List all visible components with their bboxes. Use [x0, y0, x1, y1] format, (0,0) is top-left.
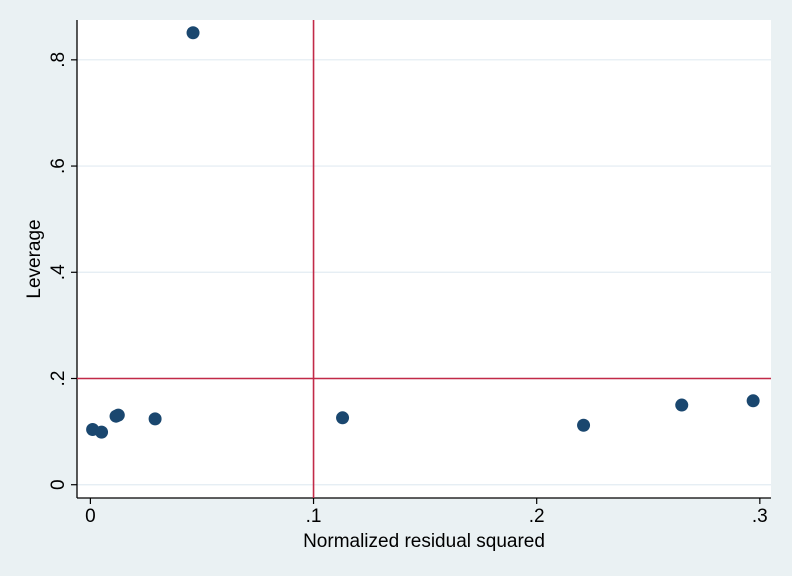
x-tick-label: .3	[752, 506, 768, 527]
x-tick-label: 0	[85, 506, 96, 527]
y-tick-label: .6	[48, 158, 69, 174]
data-point	[111, 408, 125, 422]
data-point	[148, 412, 162, 426]
y-axis-title: Leverage	[24, 219, 45, 298]
plot-area	[77, 20, 771, 498]
data-point	[746, 394, 760, 408]
data-point	[336, 411, 350, 425]
y-tick-label: .2	[48, 371, 69, 387]
y-tick-label: .4	[48, 264, 69, 280]
y-tick-label: 0	[48, 479, 69, 490]
data-point	[577, 418, 591, 432]
x-tick-label: .1	[306, 506, 322, 527]
data-point	[675, 398, 689, 412]
data-point	[95, 425, 109, 439]
x-tick-label: .2	[529, 506, 545, 527]
x-axis-title: Normalized residual squared	[303, 531, 545, 552]
y-tick-label: .8	[48, 52, 69, 68]
data-point	[186, 26, 200, 40]
